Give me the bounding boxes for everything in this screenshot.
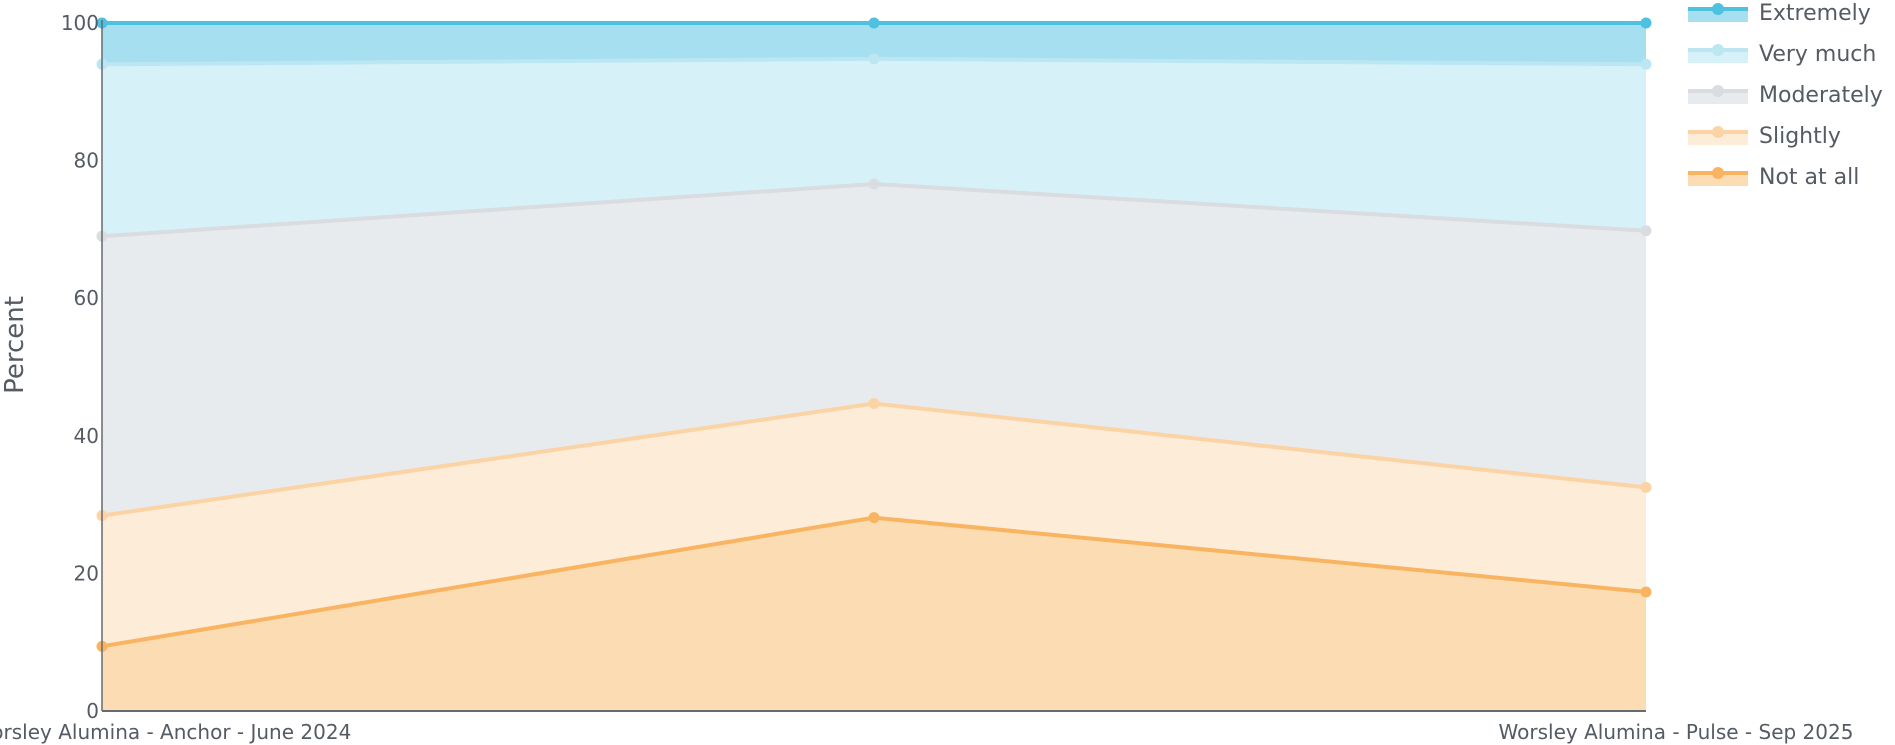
data-point[interactable] bbox=[1640, 481, 1652, 493]
legend-label: Not at all bbox=[1759, 165, 1859, 190]
area-not-at-all bbox=[102, 517, 1646, 711]
y-tick-label: 40 bbox=[74, 424, 99, 448]
x-tick-label: Worsley Alumina - Anchor - June 2024 bbox=[0, 720, 351, 744]
data-point[interactable] bbox=[868, 17, 880, 29]
y-tick-label: 80 bbox=[74, 149, 99, 173]
legend-label: Extremely bbox=[1759, 1, 1871, 26]
data-point[interactable] bbox=[1640, 17, 1652, 29]
legend-marker bbox=[1712, 44, 1724, 56]
data-point[interactable] bbox=[1640, 225, 1652, 237]
legend-label: Very much bbox=[1759, 42, 1876, 67]
area-slightly bbox=[102, 403, 1646, 647]
data-point[interactable] bbox=[868, 397, 880, 409]
y-tick-label: 60 bbox=[74, 286, 99, 310]
data-point[interactable] bbox=[1640, 586, 1652, 598]
area-very-much bbox=[102, 58, 1646, 237]
area-moderately bbox=[102, 183, 1646, 516]
y-tick-label: 0 bbox=[86, 699, 99, 723]
legend-item-not-at-all[interactable]: Not at all bbox=[1688, 165, 1859, 190]
legend-marker bbox=[1712, 3, 1724, 15]
legend-marker bbox=[1712, 167, 1724, 179]
data-points bbox=[96, 17, 1652, 652]
legend-item-slightly[interactable]: Slightly bbox=[1688, 124, 1841, 149]
data-point[interactable] bbox=[868, 178, 880, 190]
legend-marker bbox=[1712, 85, 1724, 97]
area-series bbox=[101, 21, 1647, 711]
axes: 0 20 40 60 80 100 Worsley Alumina - Anchor - J… bbox=[0, 11, 1853, 744]
legend-label: Moderately bbox=[1759, 83, 1883, 108]
y-tick-label: 20 bbox=[74, 561, 99, 585]
legend-label: Slightly bbox=[1759, 124, 1841, 149]
x-tick-label: Worsley Alumina - Pulse - Sep 2025 bbox=[1499, 720, 1854, 744]
legend-marker bbox=[1712, 126, 1724, 138]
legend-item-moderately[interactable]: Moderately bbox=[1688, 83, 1883, 108]
y-axis-label: Percent bbox=[0, 296, 30, 394]
legend-item-very-much[interactable]: Very much bbox=[1688, 42, 1876, 67]
y-tick-label: 100 bbox=[61, 11, 99, 35]
area-extremely bbox=[102, 23, 1646, 65]
data-point[interactable] bbox=[868, 53, 880, 65]
data-point[interactable] bbox=[868, 512, 880, 524]
data-point[interactable] bbox=[1640, 58, 1652, 70]
legend-item-extremely[interactable]: Extremely bbox=[1688, 1, 1871, 26]
legend[interactable]: Extremely Very much Moderately Slightly Not … bbox=[1688, 1, 1883, 190]
